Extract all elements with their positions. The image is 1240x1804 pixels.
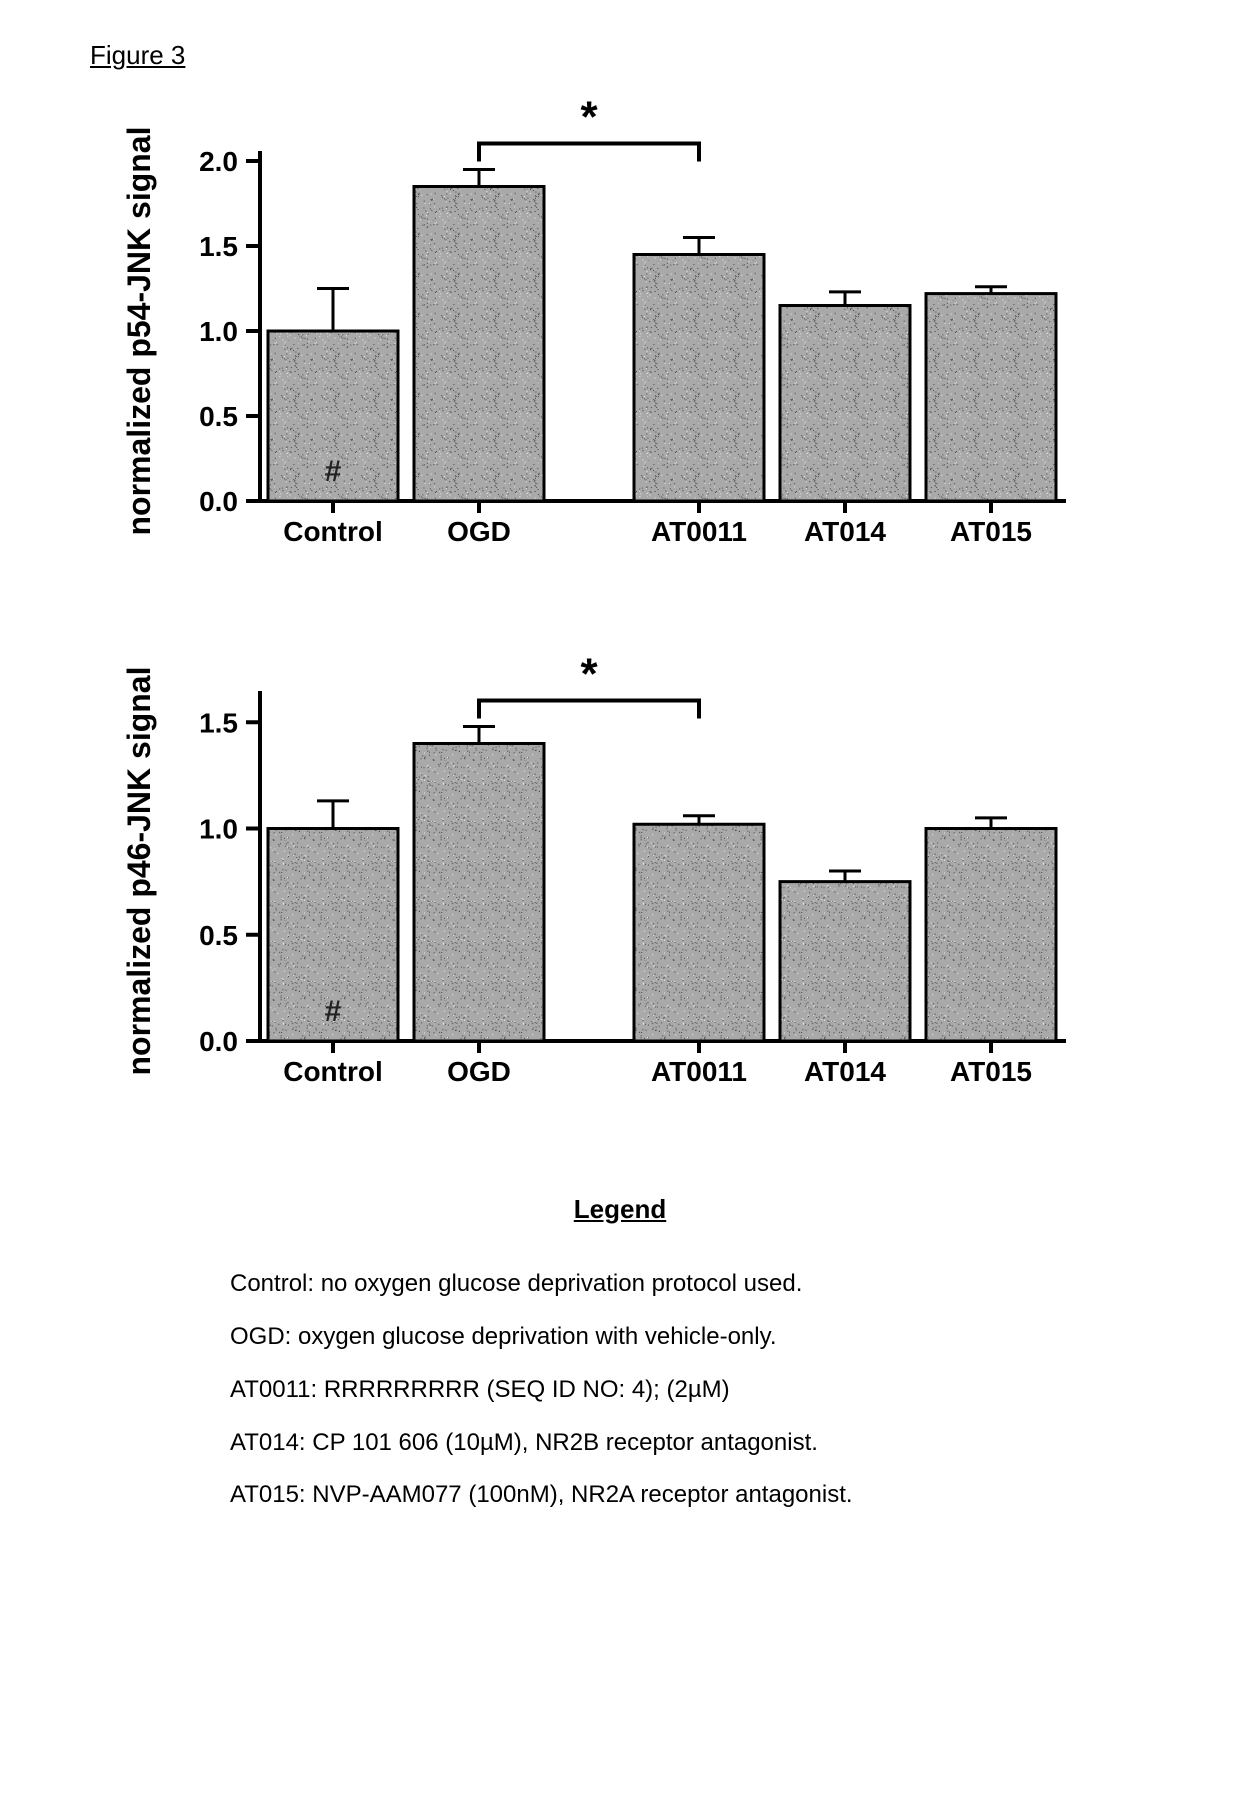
legend-title: Legend bbox=[230, 1181, 1010, 1238]
svg-text:Control: Control bbox=[283, 516, 383, 547]
svg-text:1.5: 1.5 bbox=[199, 231, 238, 262]
chart-svg-bot: 0.0 0.5 1.0 1.5 normalized p46-JNK signal Con… bbox=[100, 641, 1140, 1101]
svg-text:#: # bbox=[325, 995, 342, 1028]
chart-p54: 0.0 0.5 1.0 1.5 2.0 normalized p54-JNK signal… bbox=[100, 101, 1140, 561]
svg-text:AT014: AT014 bbox=[804, 516, 886, 547]
svg-text:AT015: AT015 bbox=[950, 1056, 1032, 1087]
chart-p46: 0.0 0.5 1.0 1.5 normalized p46-JNK signal Con… bbox=[100, 641, 1140, 1101]
svg-text:OGD: OGD bbox=[447, 516, 511, 547]
svg-text:#: # bbox=[325, 455, 342, 488]
svg-text:0.5: 0.5 bbox=[199, 920, 238, 951]
chart-svg-top: 0.0 0.5 1.0 1.5 2.0 normalized p54-JNK signal… bbox=[100, 101, 1140, 561]
legend-line: AT015: NVP-AAM077 (100nM), NR2A receptor… bbox=[230, 1469, 1010, 1522]
svg-text:1.0: 1.0 bbox=[199, 814, 238, 845]
svg-text:AT0011: AT0011 bbox=[651, 516, 747, 547]
svg-text:0.0: 0.0 bbox=[199, 486, 238, 517]
legend-line: AT014: CP 101 606 (10µM), NR2B receptor … bbox=[230, 1417, 1010, 1470]
svg-text:normalized p54-JNK signal: normalized p54-JNK signal bbox=[121, 127, 157, 536]
svg-text:*: * bbox=[580, 650, 598, 699]
svg-text:AT014: AT014 bbox=[804, 1056, 886, 1087]
legend: Legend Control: no oxygen glucose depriv… bbox=[230, 1181, 1010, 1522]
legend-lines: Control: no oxygen glucose deprivation p… bbox=[230, 1258, 1010, 1522]
legend-line: Control: no oxygen glucose deprivation p… bbox=[230, 1258, 1010, 1311]
svg-text:AT015: AT015 bbox=[950, 516, 1032, 547]
svg-text:OGD: OGD bbox=[447, 1056, 511, 1087]
svg-text:1.5: 1.5 bbox=[199, 707, 238, 738]
svg-text:AT0011: AT0011 bbox=[651, 1056, 747, 1087]
figure-title: Figure 3 bbox=[90, 40, 1180, 71]
svg-text:0.5: 0.5 bbox=[199, 401, 238, 432]
svg-text:2.0: 2.0 bbox=[199, 146, 238, 177]
svg-text:Control: Control bbox=[283, 1056, 383, 1087]
svg-text:normalized p46-JNK signal: normalized p46-JNK signal bbox=[121, 667, 157, 1076]
svg-text:0.0: 0.0 bbox=[199, 1026, 238, 1057]
legend-line: AT0011: RRRRRRRRR (SEQ ID NO: 4); (2µM) bbox=[230, 1364, 1010, 1417]
page: Figure 3 0.0 0.5 1.0 1.5 2.0 normalized p54-J… bbox=[0, 0, 1240, 1804]
legend-line: OGD: oxygen glucose deprivation with veh… bbox=[230, 1311, 1010, 1364]
svg-text:1.0: 1.0 bbox=[199, 316, 238, 347]
svg-text:*: * bbox=[580, 101, 598, 142]
